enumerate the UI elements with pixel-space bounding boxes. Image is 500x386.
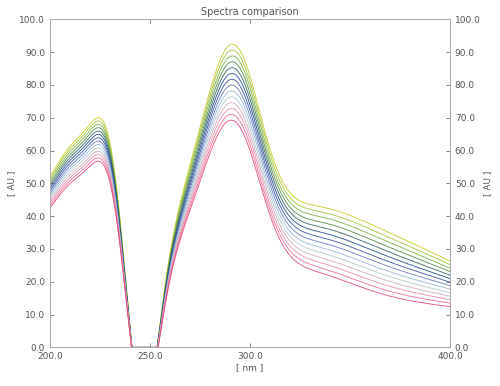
Y-axis label: [ AU ]: [ AU ] [8, 171, 16, 196]
Title: Spectra comparison: Spectra comparison [201, 7, 299, 17]
Y-axis label: [ AU ]: [ AU ] [484, 171, 492, 196]
X-axis label: [ nm ]: [ nm ] [236, 363, 264, 372]
